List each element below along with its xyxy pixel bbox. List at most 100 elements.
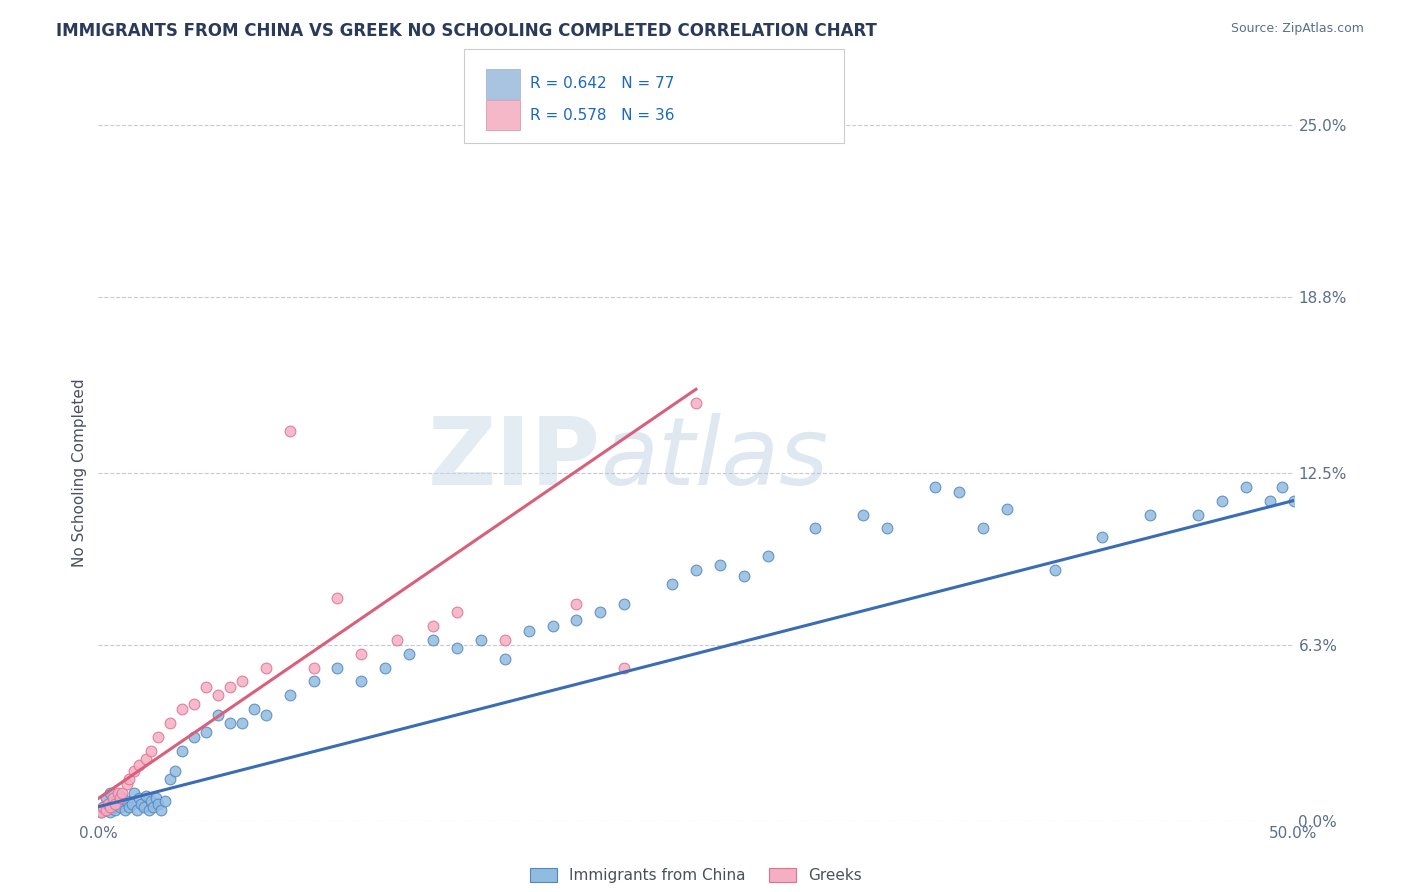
Point [326, 660, 349, 674]
Point [613, 597, 636, 611]
Point [97, 797, 120, 811]
Point [104, 803, 127, 817]
Point [155, 794, 177, 808]
Point [148, 797, 170, 811]
Point [139, 794, 162, 808]
Point [1187, 508, 1209, 522]
Point [1258, 493, 1281, 508]
Point [107, 786, 129, 800]
Point [159, 716, 181, 731]
Point [121, 797, 143, 811]
Point [1271, 480, 1294, 494]
Text: ZIP: ZIP [427, 413, 600, 505]
Point [278, 689, 301, 703]
Point [98, 805, 122, 820]
Point [733, 568, 755, 582]
Point [685, 396, 707, 410]
Point [876, 521, 898, 535]
Point [172, 702, 194, 716]
Point [108, 789, 131, 803]
Point [145, 791, 167, 805]
Point [254, 660, 277, 674]
Point [374, 660, 396, 674]
Point [131, 797, 153, 811]
Text: atlas: atlas [600, 413, 828, 504]
Point [90, 805, 112, 820]
Point [91, 799, 114, 814]
Point [183, 697, 205, 711]
Point [446, 641, 468, 656]
Point [163, 764, 186, 778]
Point [118, 772, 141, 786]
Point [350, 674, 373, 689]
Point [278, 424, 301, 438]
Point [685, 563, 707, 577]
Point [97, 797, 120, 811]
Text: R = 0.642   N = 77: R = 0.642 N = 77 [530, 77, 675, 91]
Point [541, 619, 564, 633]
Point [107, 797, 129, 811]
Point [111, 791, 134, 805]
Point [108, 791, 131, 805]
Point [138, 803, 160, 817]
Y-axis label: No Schooling Completed: No Schooling Completed [72, 378, 87, 567]
Point [124, 786, 146, 800]
Point [1234, 480, 1257, 494]
Point [326, 591, 349, 605]
Point [852, 508, 875, 522]
Point [422, 632, 444, 647]
Point [94, 791, 117, 805]
Point [111, 786, 134, 800]
Point [125, 803, 148, 817]
Point [254, 707, 277, 722]
Point [101, 791, 124, 805]
Legend: Immigrants from China, Greeks: Immigrants from China, Greeks [523, 863, 869, 889]
Point [709, 558, 731, 572]
Point [219, 680, 242, 694]
Point [470, 632, 492, 647]
Point [135, 752, 157, 766]
Point [104, 794, 127, 808]
Point [91, 799, 114, 814]
Point [446, 605, 468, 619]
Point [90, 805, 112, 820]
Point [756, 549, 779, 564]
Point [1282, 493, 1305, 508]
Point [194, 724, 218, 739]
Point [207, 707, 229, 722]
Point [517, 624, 540, 639]
Point [398, 647, 420, 661]
Text: Source: ZipAtlas.com: Source: ZipAtlas.com [1230, 22, 1364, 36]
Text: IMMIGRANTS FROM CHINA VS GREEK NO SCHOOLING COMPLETED CORRELATION CHART: IMMIGRANTS FROM CHINA VS GREEK NO SCHOOL… [56, 22, 877, 40]
Point [972, 521, 994, 535]
Point [183, 730, 205, 744]
Point [494, 652, 516, 666]
Point [114, 803, 136, 817]
Point [101, 799, 124, 814]
Point [135, 789, 157, 803]
Point [94, 803, 117, 817]
Point [948, 485, 970, 500]
Point [194, 680, 218, 694]
Point [128, 791, 150, 805]
Point [613, 660, 636, 674]
Point [219, 716, 242, 731]
Point [115, 777, 138, 791]
Point [207, 689, 229, 703]
Point [132, 799, 155, 814]
Point [243, 702, 266, 716]
Point [139, 744, 162, 758]
Point [350, 647, 373, 661]
Point [924, 480, 946, 494]
Point [422, 619, 444, 633]
Point [1043, 563, 1066, 577]
Point [804, 521, 827, 535]
Point [148, 730, 170, 744]
Point [302, 674, 325, 689]
Point [1091, 530, 1114, 544]
Point [385, 632, 409, 647]
Point [302, 660, 325, 674]
Point [98, 799, 122, 814]
Point [995, 502, 1018, 516]
Point [128, 758, 150, 772]
